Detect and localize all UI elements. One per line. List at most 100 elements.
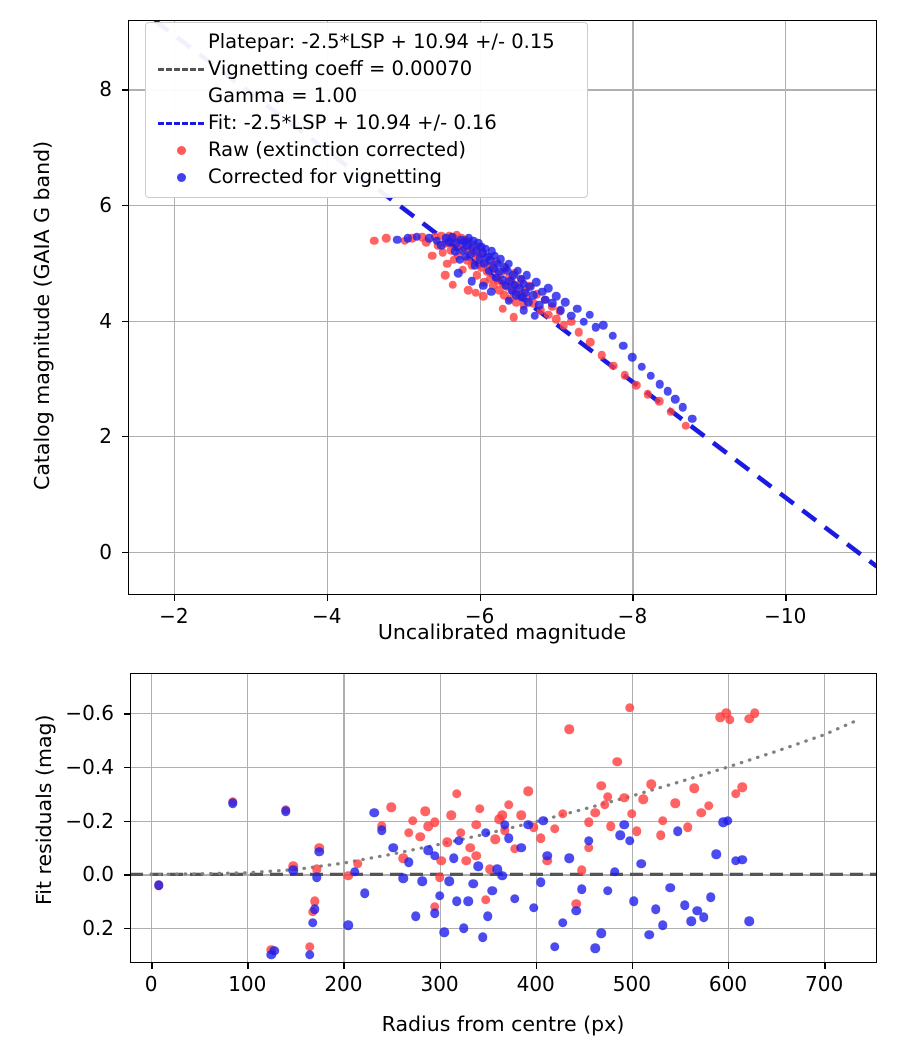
data-point-corrected [544,283,553,293]
data-point-corrected [482,911,493,921]
xaxis-tick-label: −10 [764,604,807,628]
data-point-corrected [467,276,477,286]
data-point-raw [404,828,414,838]
data-point-corrected [455,255,464,265]
gridline-horizontal [130,766,877,769]
data-point-raw [516,810,527,821]
data-point-corrected [535,877,546,888]
xaxis-tick [824,963,826,969]
yaxis-tick-label: 0.2 [82,916,114,941]
data-point-raw [609,361,618,370]
data-point-corrected [636,858,647,869]
data-point-corrected [478,249,487,258]
data-point-raw [448,280,458,289]
data-point-corrected [556,305,565,315]
legend-label: Gamma = 1.00 [208,84,358,108]
data-point-raw [681,421,691,430]
data-point-raw [571,899,581,909]
data-point-raw [643,390,652,399]
gridline-horizontal [130,713,877,715]
data-point-corrected [619,341,628,351]
data-point-corrected [398,873,408,884]
data-point-corrected [412,232,422,241]
data-point-corrected [737,854,748,865]
gridline-horizontal [128,436,877,438]
data-point-raw [436,856,447,866]
data-point-corrected [452,896,462,906]
legend-key-corrected [154,173,208,182]
data-point-corrected [403,234,412,243]
gridline-vertical [151,673,153,963]
data-point-raw [311,864,322,874]
data-point-raw [430,817,440,827]
data-point-corrected [305,950,315,960]
yaxis-tick-label: −0.2 [65,808,114,833]
data-point-corrected [573,304,582,314]
legend-dashed-line-gray [158,68,204,71]
data-point-raw [489,281,498,291]
xaxis-tick-label: −6 [464,604,495,628]
data-point-raw [638,794,649,804]
xaxis-tick-label: 600 [708,972,748,996]
data-point-raw [567,317,576,326]
data-point-corrected [464,234,474,243]
data-point-corrected [585,310,594,319]
xaxis-tick [173,595,176,601]
data-point-corrected [498,275,507,285]
data-point-corrected [472,246,481,256]
data-point-raw [471,288,480,297]
data-point-corrected [228,798,238,808]
gridline-vertical [632,20,634,595]
xaxis-tick [631,963,634,969]
data-point-corrected [628,353,637,362]
data-point-corrected [730,856,741,866]
xaxis-tick [785,595,787,601]
data-point-raw [497,810,507,821]
data-point-corrected [699,912,709,923]
data-point-corrected [744,916,754,927]
data-point-raw [446,245,455,255]
data-point-corrected [560,297,570,307]
data-point-corrected [479,259,489,269]
data-point-corrected [437,241,446,250]
yaxis-tick [124,766,130,769]
data-point-raw [744,713,754,724]
data-point-corrected [518,293,527,302]
data-point-raw [619,793,629,803]
legend-entry: Corrected for vignetting [154,164,577,191]
data-point-corrected [496,254,506,264]
yaxis-tick [124,713,130,715]
data-point-raw [627,809,637,819]
data-point-raw [509,844,520,854]
data-point-raw [625,703,635,713]
data-point-corrected [673,826,683,837]
data-point-corrected [504,833,514,843]
data-point-corrected [504,296,513,306]
data-point-corrected [538,815,549,826]
legend-entry: Raw (extinction corrected) [154,137,577,164]
data-point-raw [551,315,561,324]
data-point-raw [574,327,584,337]
legend-key-fit [154,122,208,125]
data-point-raw [500,825,510,835]
xaxis-tick-label: 300 [420,972,459,996]
data-point-corrected [463,241,472,250]
data-point-corrected [486,256,495,265]
data-point-corrected [505,276,515,286]
data-point-corrected [307,917,318,928]
data-point-raw [407,815,418,826]
data-point-corrected [692,905,702,916]
data-point-corrected [502,266,512,276]
data-point-corrected [481,244,490,254]
data-point-raw [583,817,594,827]
data-point-corrected [619,819,629,830]
data-point-raw [479,291,488,301]
data-point-corrected [644,930,654,940]
data-point-raw [398,853,408,864]
gridline-vertical [173,20,176,595]
legend-label: Raw (extinction corrected) [208,138,466,162]
xaxis-tick [479,595,481,601]
data-point-raw [557,809,568,819]
data-point-raw [689,783,700,794]
data-point-corrected [423,845,433,855]
